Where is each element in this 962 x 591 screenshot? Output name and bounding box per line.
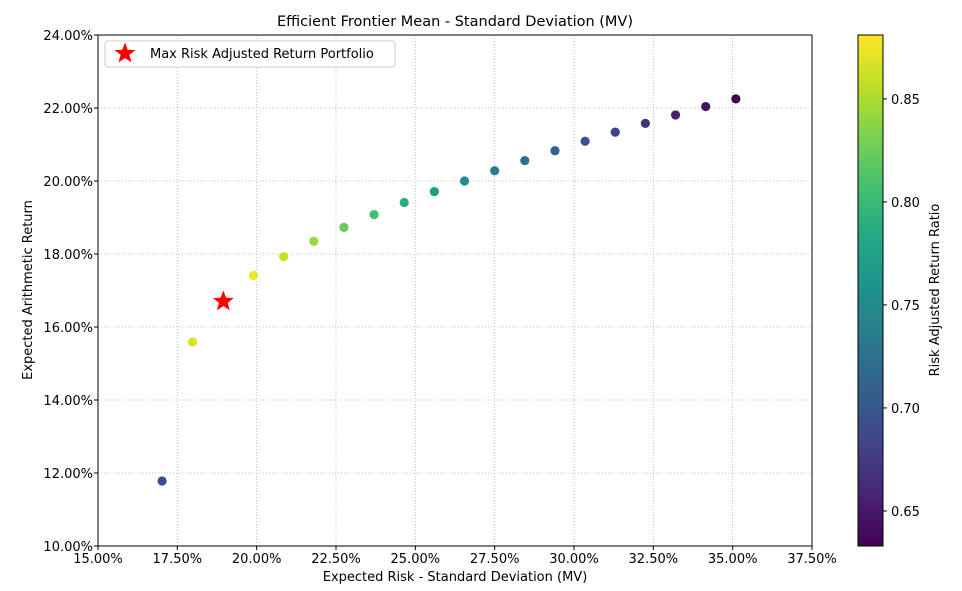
data-point xyxy=(550,146,560,156)
max-ratio-star xyxy=(212,290,234,311)
x-tick-label: 22.50% xyxy=(311,552,361,567)
data-point xyxy=(339,222,349,232)
y-tick-label: 24.00% xyxy=(43,29,93,44)
x-axis: 15.00% 17.50% 20.00% 22.50% 25.00% 27.50% 30.0… xyxy=(73,546,837,567)
data-point xyxy=(640,118,651,128)
colorbar-tick-label: 0.85 xyxy=(891,93,920,108)
x-tick-label: 35.00% xyxy=(708,552,758,567)
data-point xyxy=(670,110,681,120)
data-point xyxy=(429,186,439,197)
y-axis: 10.00% 12.00% 14.00% 16.00% 18.00% 20.00% 22.0… xyxy=(43,29,98,555)
plot-area xyxy=(98,35,812,546)
colorbar-tick-label: 0.80 xyxy=(891,196,920,211)
colorbar-label: Risk Adjusted Return Ratio xyxy=(928,204,943,377)
data-point xyxy=(157,476,167,486)
y-tick-label: 12.00% xyxy=(43,467,93,482)
x-tick-label: 15.00% xyxy=(73,552,123,567)
data-point xyxy=(520,155,530,166)
data-point xyxy=(580,136,590,146)
y-tick-label: 22.00% xyxy=(43,102,93,117)
x-tick-label: 27.50% xyxy=(470,552,520,567)
data-point xyxy=(731,94,741,104)
legend-entry-label: Max Risk Adjusted Return Portfolio xyxy=(150,47,374,62)
colorbar-tick-label: 0.65 xyxy=(891,505,920,520)
plot-frame xyxy=(97,34,813,547)
y-axis-label: Expected Arithmetic Return xyxy=(21,200,36,380)
legend: Max Risk Adjusted Return Portfolio xyxy=(104,40,396,68)
x-tick-label: 25.00% xyxy=(391,552,441,567)
colorbar xyxy=(857,34,884,547)
y-tick-label: 20.00% xyxy=(43,175,93,190)
highlight-layer xyxy=(212,290,234,311)
y-tick-label: 18.00% xyxy=(43,248,93,263)
x-tick-label: 20.00% xyxy=(232,552,282,567)
x-axis-label: Expected Risk - Standard Deviation (MV) xyxy=(323,570,588,585)
legend-star-marker xyxy=(114,42,136,63)
data-point xyxy=(490,166,500,176)
x-tick-label: 30.00% xyxy=(549,552,599,567)
data-point xyxy=(399,197,409,208)
data-point xyxy=(187,337,198,347)
data-point xyxy=(369,209,379,220)
data-point xyxy=(610,127,620,137)
data-point xyxy=(309,236,319,246)
y-tick-label: 14.00% xyxy=(43,394,93,409)
x-tick-label: 37.50% xyxy=(787,552,837,567)
colorbar-tick-label: 0.70 xyxy=(891,402,920,417)
data-point xyxy=(279,251,289,262)
data-point xyxy=(701,101,711,112)
points-layer xyxy=(157,94,741,486)
y-tick-label: 16.00% xyxy=(43,321,93,336)
colorbar-tick-label: 0.75 xyxy=(891,299,920,314)
y-tick-label: 10.00% xyxy=(43,540,93,555)
data-point xyxy=(248,270,259,281)
legend-box xyxy=(104,40,396,68)
chart-title: Efficient Frontier Mean - Standard Devia… xyxy=(277,14,633,30)
colorbar-ticks: 0.65 0.70 0.75 0.80 0.85 xyxy=(883,93,920,520)
data-point xyxy=(459,176,470,186)
x-tick-label: 32.50% xyxy=(629,552,679,567)
x-tick-label: 17.50% xyxy=(153,552,203,567)
